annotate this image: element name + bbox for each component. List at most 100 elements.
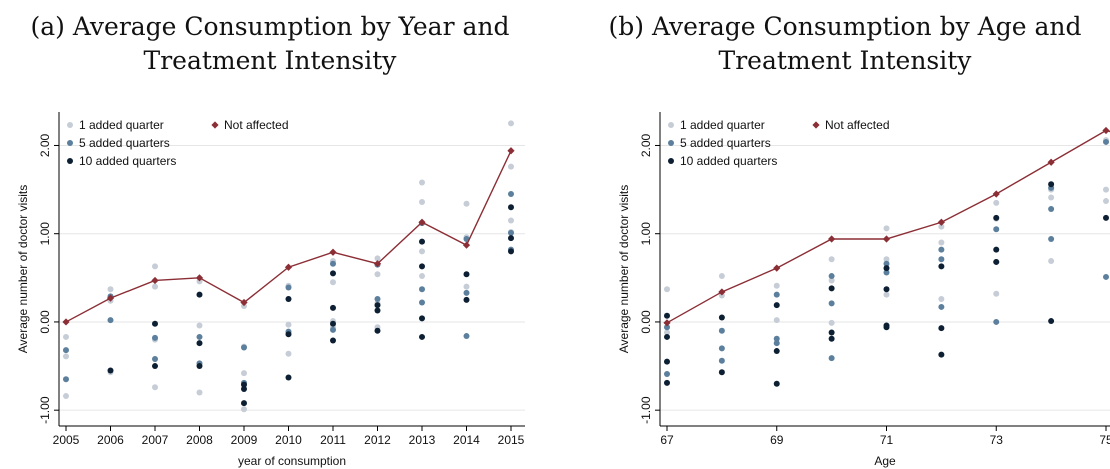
panel-b-point-5-added-quarters [883, 269, 890, 276]
panel-a-point-5-added-quarters [419, 299, 425, 306]
panel-b-point-5-added-quarters [828, 273, 835, 280]
panel-b-point-1-added-quarter [828, 256, 835, 263]
panel-b-marker-not-affected [882, 235, 891, 243]
panel-a-point-5-added-quarters [330, 260, 336, 267]
panel-a-marker-not-affected [373, 260, 382, 268]
panel-a-point-10-added-quarters [152, 363, 158, 370]
panel-a-point-10-added-quarters [196, 363, 203, 370]
panel-b-marker-not-affected [1047, 158, 1055, 166]
panel-a-point-5-added-quarters [152, 334, 158, 341]
panel-b-point-1-added-quarter [1048, 194, 1055, 201]
panel-a-point-10-added-quarters [374, 302, 381, 309]
panel-a-point-1-added-quarter [196, 389, 203, 396]
panel-b-point-5-added-quarters [828, 300, 835, 307]
panel-a-point-1-added-quarter [508, 120, 514, 127]
panel-b-point-1-added-quarter [664, 286, 670, 293]
panel-b-marker-not-affected [718, 288, 726, 296]
panel-a-point-1-added-quarter [285, 350, 292, 357]
panel-a-x-tick-label: 2015 [498, 433, 525, 447]
panel-a-point-5-added-quarters [508, 229, 514, 236]
panel-b-point-5-added-quarters [718, 345, 725, 352]
panel-a-point-10-added-quarters [463, 296, 470, 303]
panel-b-point-1-added-quarter [828, 319, 835, 326]
panel-b-point-10-added-quarters [883, 286, 890, 293]
panel-b-point-5-added-quarters [938, 246, 945, 253]
panel-a-x-tick-label: 2005 [53, 433, 80, 447]
panel-b-legend-label-10-added-quarters: 10 added quarters [680, 154, 777, 168]
panel-b-point-10-added-quarters [664, 333, 670, 340]
panel-a-point-1-added-quarter [241, 406, 247, 413]
panel-a-point-5-added-quarters [508, 191, 514, 197]
panel-a-point-5-added-quarters [152, 356, 158, 362]
panel-a-point-5-added-quarters [63, 376, 69, 383]
panel-b-point-5-added-quarters [938, 256, 945, 263]
panel-b-point-10-added-quarters [664, 312, 670, 319]
panel-a-point-1-added-quarter [330, 279, 336, 286]
panel-a-marker-not-affected [507, 147, 515, 155]
panel-b-y-tick-label: 0.00 [639, 310, 653, 334]
panel-b-point-10-added-quarters [883, 265, 890, 272]
panel-a-point-10-added-quarters [241, 381, 247, 388]
panel-b-point-1-added-quarter [938, 239, 945, 246]
panel-a-point-5-added-quarters [463, 333, 470, 340]
panel-a-y-tick-label: 1.00 [38, 222, 52, 246]
panel-a-marker-not-affected [151, 276, 159, 285]
panel-a-marker-not-affected [462, 241, 471, 249]
panel-a-marker-not-affected [62, 318, 70, 326]
panel-a-legend-marker-5-added-quarters [67, 140, 73, 146]
panel-a-point-10-added-quarters [196, 340, 203, 347]
panel-b-point-10-added-quarters [1103, 214, 1109, 221]
panel-a-y-axis-title: Average number of doctor visits [16, 185, 30, 354]
panel-a-point-1-added-quarter [63, 353, 69, 360]
panel-b-point-5-added-quarters [773, 291, 780, 298]
panel-a-point-1-added-quarter [152, 384, 158, 391]
panel-a-x-tick-label: 2008 [186, 433, 213, 447]
panel-a-point-10-added-quarters [152, 320, 158, 327]
panel-a-point-1-added-quarter [374, 271, 381, 278]
panel-b-legend-label-1-added-quarter: 1 added quarter [680, 118, 765, 132]
panel-b-point-10-added-quarters [828, 335, 835, 342]
panel-a-point-5-added-quarters [463, 289, 470, 296]
panel-a-point-10-added-quarters [419, 333, 425, 340]
panel-b-point-5-added-quarters [718, 327, 725, 334]
panel-a-point-1-added-quarter [241, 370, 247, 377]
panel-b-point-10-added-quarters [993, 214, 1000, 221]
panel-b-x-axis-title: Age [874, 454, 896, 468]
panel-b-point-5-added-quarters [883, 260, 890, 267]
panel-b-y-tick-label: 1.00 [639, 222, 653, 246]
panel-a-point-1-added-quarter [419, 248, 425, 255]
panel-a-point-10-added-quarters [419, 238, 425, 245]
panel-a-x-tick-label: 2010 [275, 433, 302, 447]
panel-a-marker-not-affected [240, 298, 248, 307]
panel-b-y-tick-label: -1.00 [639, 396, 653, 424]
panel-b-point-5-added-quarters [664, 324, 670, 331]
panel-a-point-1-added-quarter [152, 283, 158, 290]
panel-b-point-5-added-quarters [1103, 138, 1109, 145]
panel-a-point-1-added-quarter [285, 321, 292, 328]
panel-a-point-10-added-quarters [508, 235, 514, 242]
panel-b-point-5-added-quarters [773, 340, 780, 347]
panel-a-point-5-added-quarters [107, 317, 114, 324]
panel-a-point-10-added-quarters [419, 263, 425, 270]
panel-b-marker-not-affected [828, 235, 836, 243]
panel-b-point-10-added-quarters [773, 380, 780, 387]
panel-a-point-5-added-quarters [241, 344, 247, 351]
panel-a-point-5-added-quarters [196, 333, 203, 340]
panel-b-point-10-added-quarters [664, 358, 670, 365]
panel-a-point-10-added-quarters [241, 400, 247, 407]
panel-a-y-tick-label: -1.00 [38, 396, 52, 424]
panel-b-marker-not-affected [992, 190, 1000, 198]
panel-b-point-5-added-quarters [1048, 206, 1055, 212]
panel-a-legend-label-1-added-quarter: 1 added quarter [79, 118, 164, 132]
panel-b-point-10-added-quarters [828, 285, 835, 292]
panel-b-marker-not-affected [663, 319, 671, 327]
panel-b-point-5-added-quarters [773, 335, 780, 342]
panel-b-point-1-added-quarter [993, 290, 1000, 297]
panel-a-point-1-added-quarter [508, 163, 514, 170]
panel-a-point-10-added-quarters [330, 337, 336, 344]
panel-b-point-1-added-quarter [773, 282, 780, 289]
panel-b-x-tick-label: 67 [660, 433, 674, 447]
panel-a-point-1-added-quarter [508, 217, 514, 224]
panel-b-point-1-added-quarter [883, 291, 890, 298]
